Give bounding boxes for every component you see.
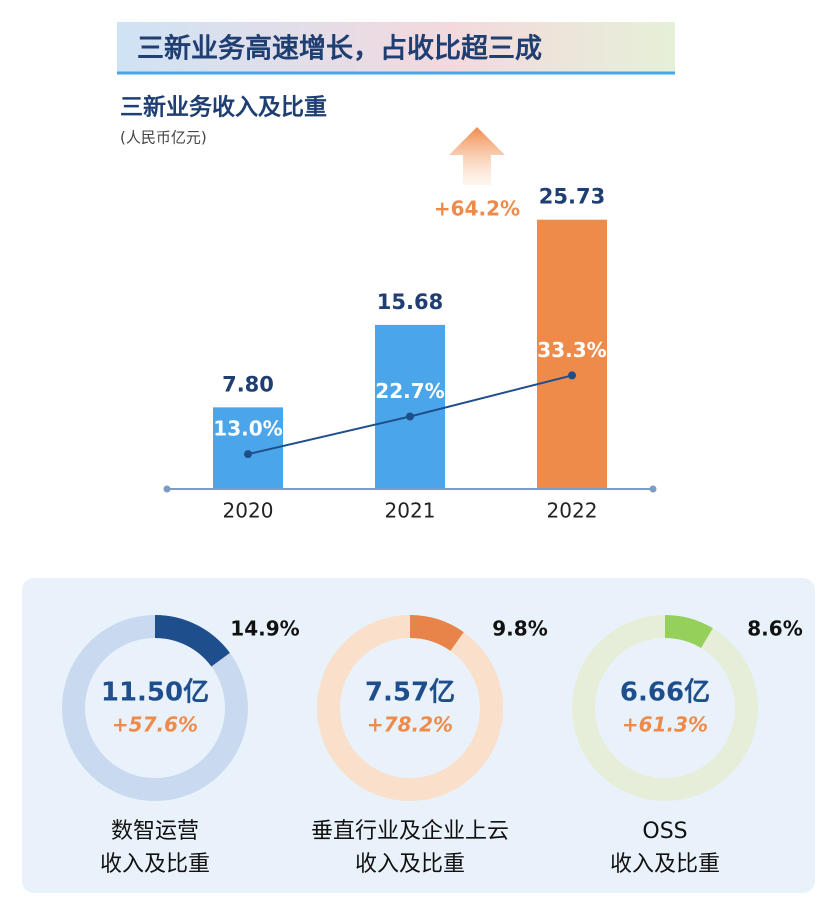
ratio-point [406,412,414,421]
donut-value-label: 8.6% [747,617,802,641]
donut-caption: 垂直行业及企业上云 [311,819,509,844]
value-label: 7.80 [222,372,274,396]
x-tick-label: 2022 [547,499,598,523]
bar [375,324,445,489]
donut-center: 7.57亿 [365,678,455,708]
donut-caption: 收入及比重 [355,852,465,877]
axis-end [649,485,657,493]
donut-segment [665,615,713,648]
value-label: 15.68 [377,290,443,314]
donut-caption: OSS [642,819,687,844]
donut-segment [155,615,230,667]
donut-center: 11.50亿 [101,678,209,708]
donut-caption: 数智运营 [111,819,199,844]
chart-title: 三新业务收入及比重 [120,94,327,121]
growth-arrow [449,127,505,185]
donut-value-label: 14.9% [230,617,299,641]
donut-center: 6.66亿 [620,678,710,708]
annotation: +64.2% [434,197,520,221]
ratio-label: 22.7% [375,379,444,403]
ratio-label: 13.0% [213,417,282,441]
donut-segment [410,615,464,651]
chart-subtitle: (人民币亿元) [120,129,207,147]
bar [537,219,607,489]
ratio-point [568,371,576,380]
donut-growth: +61.3% [622,713,708,737]
header-title: 三新业务高速增长，占收比超三成 [137,33,542,65]
axis-end [163,485,171,493]
ratio-label: 33.3% [537,338,606,362]
value-label: 25.73 [539,185,605,209]
donut-caption: 收入及比重 [100,852,210,877]
donut-growth: +78.2% [367,713,453,737]
x-tick-label: 2021 [385,499,436,523]
donut-growth: +57.6% [112,713,198,737]
x-tick-label: 2020 [223,499,274,523]
banner [117,22,675,72]
donut-caption: 收入及比重 [610,852,720,877]
donut-value-label: 9.8% [492,617,547,641]
ratio-point [244,450,252,459]
